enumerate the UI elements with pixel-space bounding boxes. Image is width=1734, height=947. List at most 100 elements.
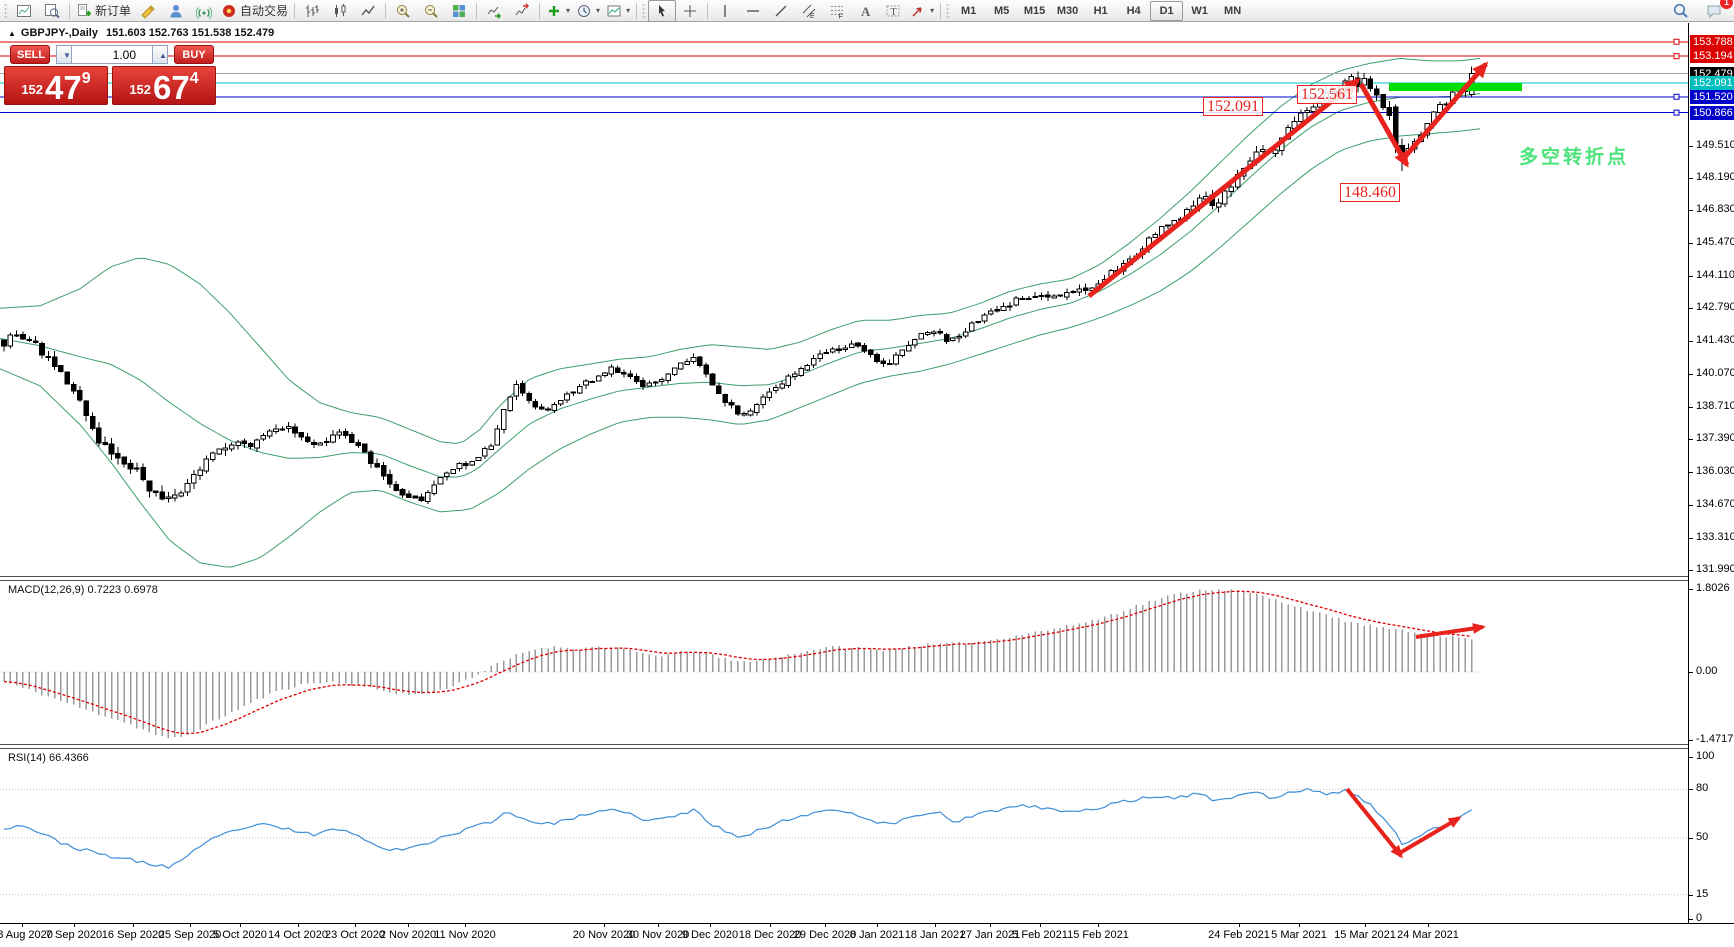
timeframe-button-M5[interactable]: M5: [993, 4, 1010, 17]
line-chart-button[interactable]: [354, 0, 382, 22]
timeframe-button-M1[interactable]: M1: [960, 4, 977, 17]
template-icon: [607, 5, 621, 16]
macd-signal-line: [3, 590, 1472, 735]
toolbar-drag-handle[interactable]: [946, 2, 951, 19]
timeframe-button-M15[interactable]: M15: [1023, 4, 1046, 17]
search-button[interactable]: [1666, 0, 1694, 22]
sell-price-button[interactable]: 152 47 9: [4, 66, 108, 105]
price-label-object[interactable]: 152.091: [1203, 97, 1263, 116]
new-order-button[interactable]: 新订单: [73, 0, 134, 22]
price-label-object[interactable]: 152.561: [1297, 85, 1357, 104]
date-label: 25 Sep 2020: [158, 929, 222, 941]
price-axis[interactable]: 149.510 148.190 146.830 145.470 144.110 142.7…: [1688, 23, 1734, 924]
date-tick: [770, 924, 771, 927]
price-tick-label: 148.190: [1696, 170, 1734, 183]
macd-arrow-object[interactable]: [1415, 623, 1486, 639]
date-tick: [1365, 924, 1366, 927]
price-tick-label: 138.710: [1696, 400, 1734, 413]
date-tick: [133, 924, 134, 927]
support-zone-object[interactable]: [1389, 83, 1522, 91]
line-handle[interactable]: [1673, 109, 1680, 116]
timeframe-button-D1[interactable]: D1: [1150, 0, 1184, 21]
buy-price-button[interactable]: 152 67 4: [112, 66, 216, 105]
chevron-down-icon: ▾: [566, 6, 571, 15]
sell-button[interactable]: SELL: [10, 45, 50, 64]
notifications-button[interactable]: 1: [1700, 0, 1733, 22]
date-label: 8 Jan 2021: [849, 929, 905, 941]
panel-separator[interactable]: [0, 744, 1734, 749]
cursor-tool-button[interactable]: [648, 0, 677, 22]
templates-button[interactable]: ▾: [603, 0, 633, 22]
trend-arrow-object[interactable]: [1358, 82, 1410, 168]
date-tick: [408, 924, 409, 927]
bar-chart-button[interactable]: [298, 0, 326, 22]
price-label-object[interactable]: 148.460: [1340, 183, 1400, 202]
price-tick-label: 0.00: [1696, 665, 1718, 677]
line-handle[interactable]: [1673, 93, 1680, 100]
toolbar-drag-handle[interactable]: [4, 2, 8, 19]
channel-tool-button[interactable]: E: [795, 0, 823, 22]
date-label: 2 Nov 2020: [379, 929, 437, 941]
auto-scroll-button[interactable]: [480, 0, 508, 22]
axis-tick: [1689, 308, 1693, 310]
price-tick-label: 141.430: [1696, 334, 1734, 347]
zoom-in-button[interactable]: [389, 0, 417, 22]
chart-area[interactable]: ▲ GBPJPY-,Daily 151.603 152.763 151.538 15…: [0, 23, 1688, 923]
symbol-period-label: GBPJPY-,Daily: [20, 27, 98, 39]
price-badge: 151.520: [1690, 89, 1734, 104]
vertical-line-tool-button[interactable]: [711, 0, 739, 22]
date-tick: [710, 924, 711, 927]
arrows-tool-button[interactable]: ▾: [907, 0, 937, 22]
axis-tick: [1689, 276, 1693, 278]
chart-shift-button[interactable]: [508, 0, 536, 22]
text-label-icon: T: [886, 5, 900, 18]
trend-arrow-object[interactable]: [1087, 77, 1361, 298]
date-label: 15 Feb 2021: [1067, 929, 1129, 941]
chat-bubble-icon: [1707, 5, 1720, 18]
autotrading-button[interactable]: 自动交易: [218, 0, 291, 22]
crosshair-tool-button[interactable]: [676, 0, 704, 22]
new-chart-button[interactable]: [10, 0, 38, 22]
price-tick-label: 142.790: [1696, 301, 1734, 314]
toolbar-drag-handle[interactable]: [642, 2, 647, 19]
horizontal-line-tool-button[interactable]: [739, 0, 767, 22]
timeframe-button-H1[interactable]: H1: [1093, 4, 1108, 17]
date-label: 28 Aug 2020: [0, 929, 53, 941]
date-tick: [74, 924, 75, 927]
zoom-out-button[interactable]: [417, 0, 445, 22]
trend-arrow-object[interactable]: [1401, 61, 1489, 161]
timeframe-button-W1[interactable]: W1: [1191, 4, 1208, 17]
volume-increase-button[interactable]: ▲: [152, 45, 168, 64]
panel-separator[interactable]: [0, 576, 1734, 581]
timeframe-button-M30[interactable]: M30: [1056, 4, 1079, 17]
tile-windows-button[interactable]: [445, 0, 473, 22]
buy-button[interactable]: BUY: [174, 45, 214, 64]
volume-decrease-button[interactable]: ▼: [56, 45, 72, 64]
text-object[interactable]: 多空转折点: [1519, 147, 1630, 168]
volume-input[interactable]: [72, 45, 152, 64]
fibonacci-tool-button[interactable]: F: [823, 0, 851, 22]
candlestick-chart-button[interactable]: [326, 0, 354, 22]
signals-button[interactable]: [190, 0, 218, 22]
line-handle[interactable]: [1673, 53, 1680, 60]
community-button[interactable]: [162, 0, 190, 22]
sell-price-pips: 47: [45, 68, 82, 106]
timeframe-button-H4[interactable]: H4: [1126, 4, 1141, 17]
periods-button[interactable]: ▾: [573, 0, 603, 22]
person-icon: [170, 4, 182, 17]
text-label-tool-button[interactable]: T: [879, 0, 907, 22]
date-label: 23 Oct 2020: [325, 929, 385, 941]
rsi-arrow-object[interactable]: [1345, 787, 1403, 859]
date-label: 5 Mar 2021: [1271, 929, 1327, 941]
line-handle[interactable]: [1673, 38, 1680, 45]
styler-button[interactable]: [134, 0, 162, 22]
data-window-button[interactable]: [38, 0, 66, 22]
timeframe-button-MN[interactable]: MN: [1224, 4, 1242, 17]
text-tool-button[interactable]: A: [851, 0, 879, 22]
date-label: 9 Dec 2020: [681, 929, 739, 941]
rsi-arrow-object[interactable]: [1396, 816, 1462, 856]
indicators-button[interactable]: ▾: [543, 0, 573, 22]
trendline-tool-button[interactable]: [767, 0, 795, 22]
